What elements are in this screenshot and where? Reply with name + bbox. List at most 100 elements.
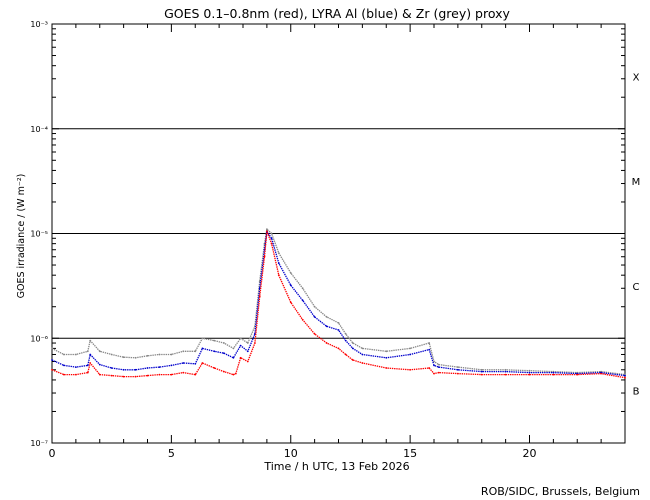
data-point (63, 353, 65, 356)
data-point (270, 237, 273, 240)
data-point (146, 374, 149, 377)
data-point (63, 373, 65, 376)
series-goes-0-1-0-8nm (51, 230, 626, 379)
data-point (213, 350, 216, 353)
data-point (504, 368, 507, 371)
data-point (239, 344, 242, 347)
data-point (552, 371, 555, 374)
data-point (201, 337, 204, 340)
x-tick-label: 5 (168, 447, 175, 460)
data-point (409, 353, 411, 356)
flare-class-label-m: M (632, 177, 641, 188)
y-tick-label: 10⁻⁷ (30, 439, 48, 448)
data-point (437, 371, 440, 374)
data-point (98, 373, 101, 376)
data-point (75, 373, 77, 376)
data-point (289, 272, 292, 274)
plot-area (51, 23, 626, 444)
data-point (480, 370, 483, 373)
data-point (428, 367, 431, 369)
data-point (158, 366, 161, 368)
x-axis: 0 5 10 15 20 (49, 24, 626, 460)
data-point (361, 353, 364, 356)
data-point (266, 230, 268, 233)
data-point (110, 374, 113, 377)
data-point (122, 368, 125, 371)
data-point (110, 353, 113, 356)
data-point (457, 366, 459, 368)
data-point (289, 301, 292, 304)
data-point (122, 375, 125, 378)
data-point (624, 374, 626, 377)
data-point (213, 339, 216, 342)
data-point (194, 362, 197, 365)
data-point (351, 359, 354, 361)
data-point (457, 372, 459, 375)
data-point (428, 342, 431, 344)
data-point (480, 373, 483, 376)
data-point (504, 370, 507, 373)
data-point (110, 367, 113, 369)
data-point (134, 375, 137, 378)
data-point (433, 364, 435, 367)
credit-text: ROB/SIDC, Brussels, Belgium (481, 485, 640, 498)
data-point (325, 316, 328, 318)
x-tick-label: 0 (49, 447, 56, 460)
data-point (75, 366, 77, 368)
data-point (344, 333, 347, 335)
data-point (385, 350, 388, 353)
data-point (232, 347, 235, 350)
data-point (325, 342, 328, 344)
data-point (528, 373, 531, 376)
x-tick-label: 20 (523, 447, 537, 460)
data-point (201, 347, 204, 350)
data-point (552, 373, 555, 376)
data-point (480, 368, 483, 371)
data-point (170, 373, 173, 376)
y-tick-label: 10⁻³ (30, 20, 48, 29)
data-point (313, 316, 316, 318)
data-point (351, 342, 354, 344)
data-point (86, 350, 89, 353)
data-point (201, 362, 204, 364)
flare-class-label-x: X (633, 72, 640, 83)
data-point (239, 356, 242, 359)
y-axis: 10⁻⁷ 10⁻⁶ 10⁻⁵ 10⁻⁴ 10⁻³ (30, 20, 625, 448)
data-point (504, 373, 507, 376)
data-point (170, 353, 173, 356)
data-point (134, 368, 137, 371)
flare-class-label-b: B (633, 387, 640, 398)
data-point (385, 367, 388, 369)
data-point (337, 329, 340, 331)
data-point (223, 342, 225, 344)
y-axis-label: GOES irradiance / (W m⁻²) (16, 174, 27, 299)
data-point (232, 373, 235, 376)
data-point (246, 342, 249, 344)
flare-class-label-c: C (633, 282, 640, 293)
x-tick-label: 10 (284, 447, 298, 460)
data-point (270, 232, 273, 235)
data-point (528, 371, 531, 374)
data-point (437, 366, 440, 368)
data-point (576, 373, 579, 376)
data-point (270, 242, 273, 245)
series-trace (51, 230, 626, 379)
data-point (122, 356, 125, 359)
data-point (51, 347, 53, 350)
data-point (223, 352, 225, 355)
chart-title: GOES 0.1–0.8nm (red), LYRA Al (blue) & Z… (164, 6, 510, 21)
data-point (361, 347, 364, 350)
data-point (528, 369, 531, 372)
data-point (301, 318, 304, 321)
series-layer (51, 228, 626, 379)
data-point (98, 363, 101, 366)
data-point (254, 342, 256, 344)
data-point (337, 347, 340, 350)
data-point (194, 350, 197, 353)
data-point (277, 274, 280, 277)
data-point (624, 376, 626, 379)
data-point (258, 295, 261, 298)
data-point (277, 252, 280, 255)
data-point (289, 284, 292, 287)
